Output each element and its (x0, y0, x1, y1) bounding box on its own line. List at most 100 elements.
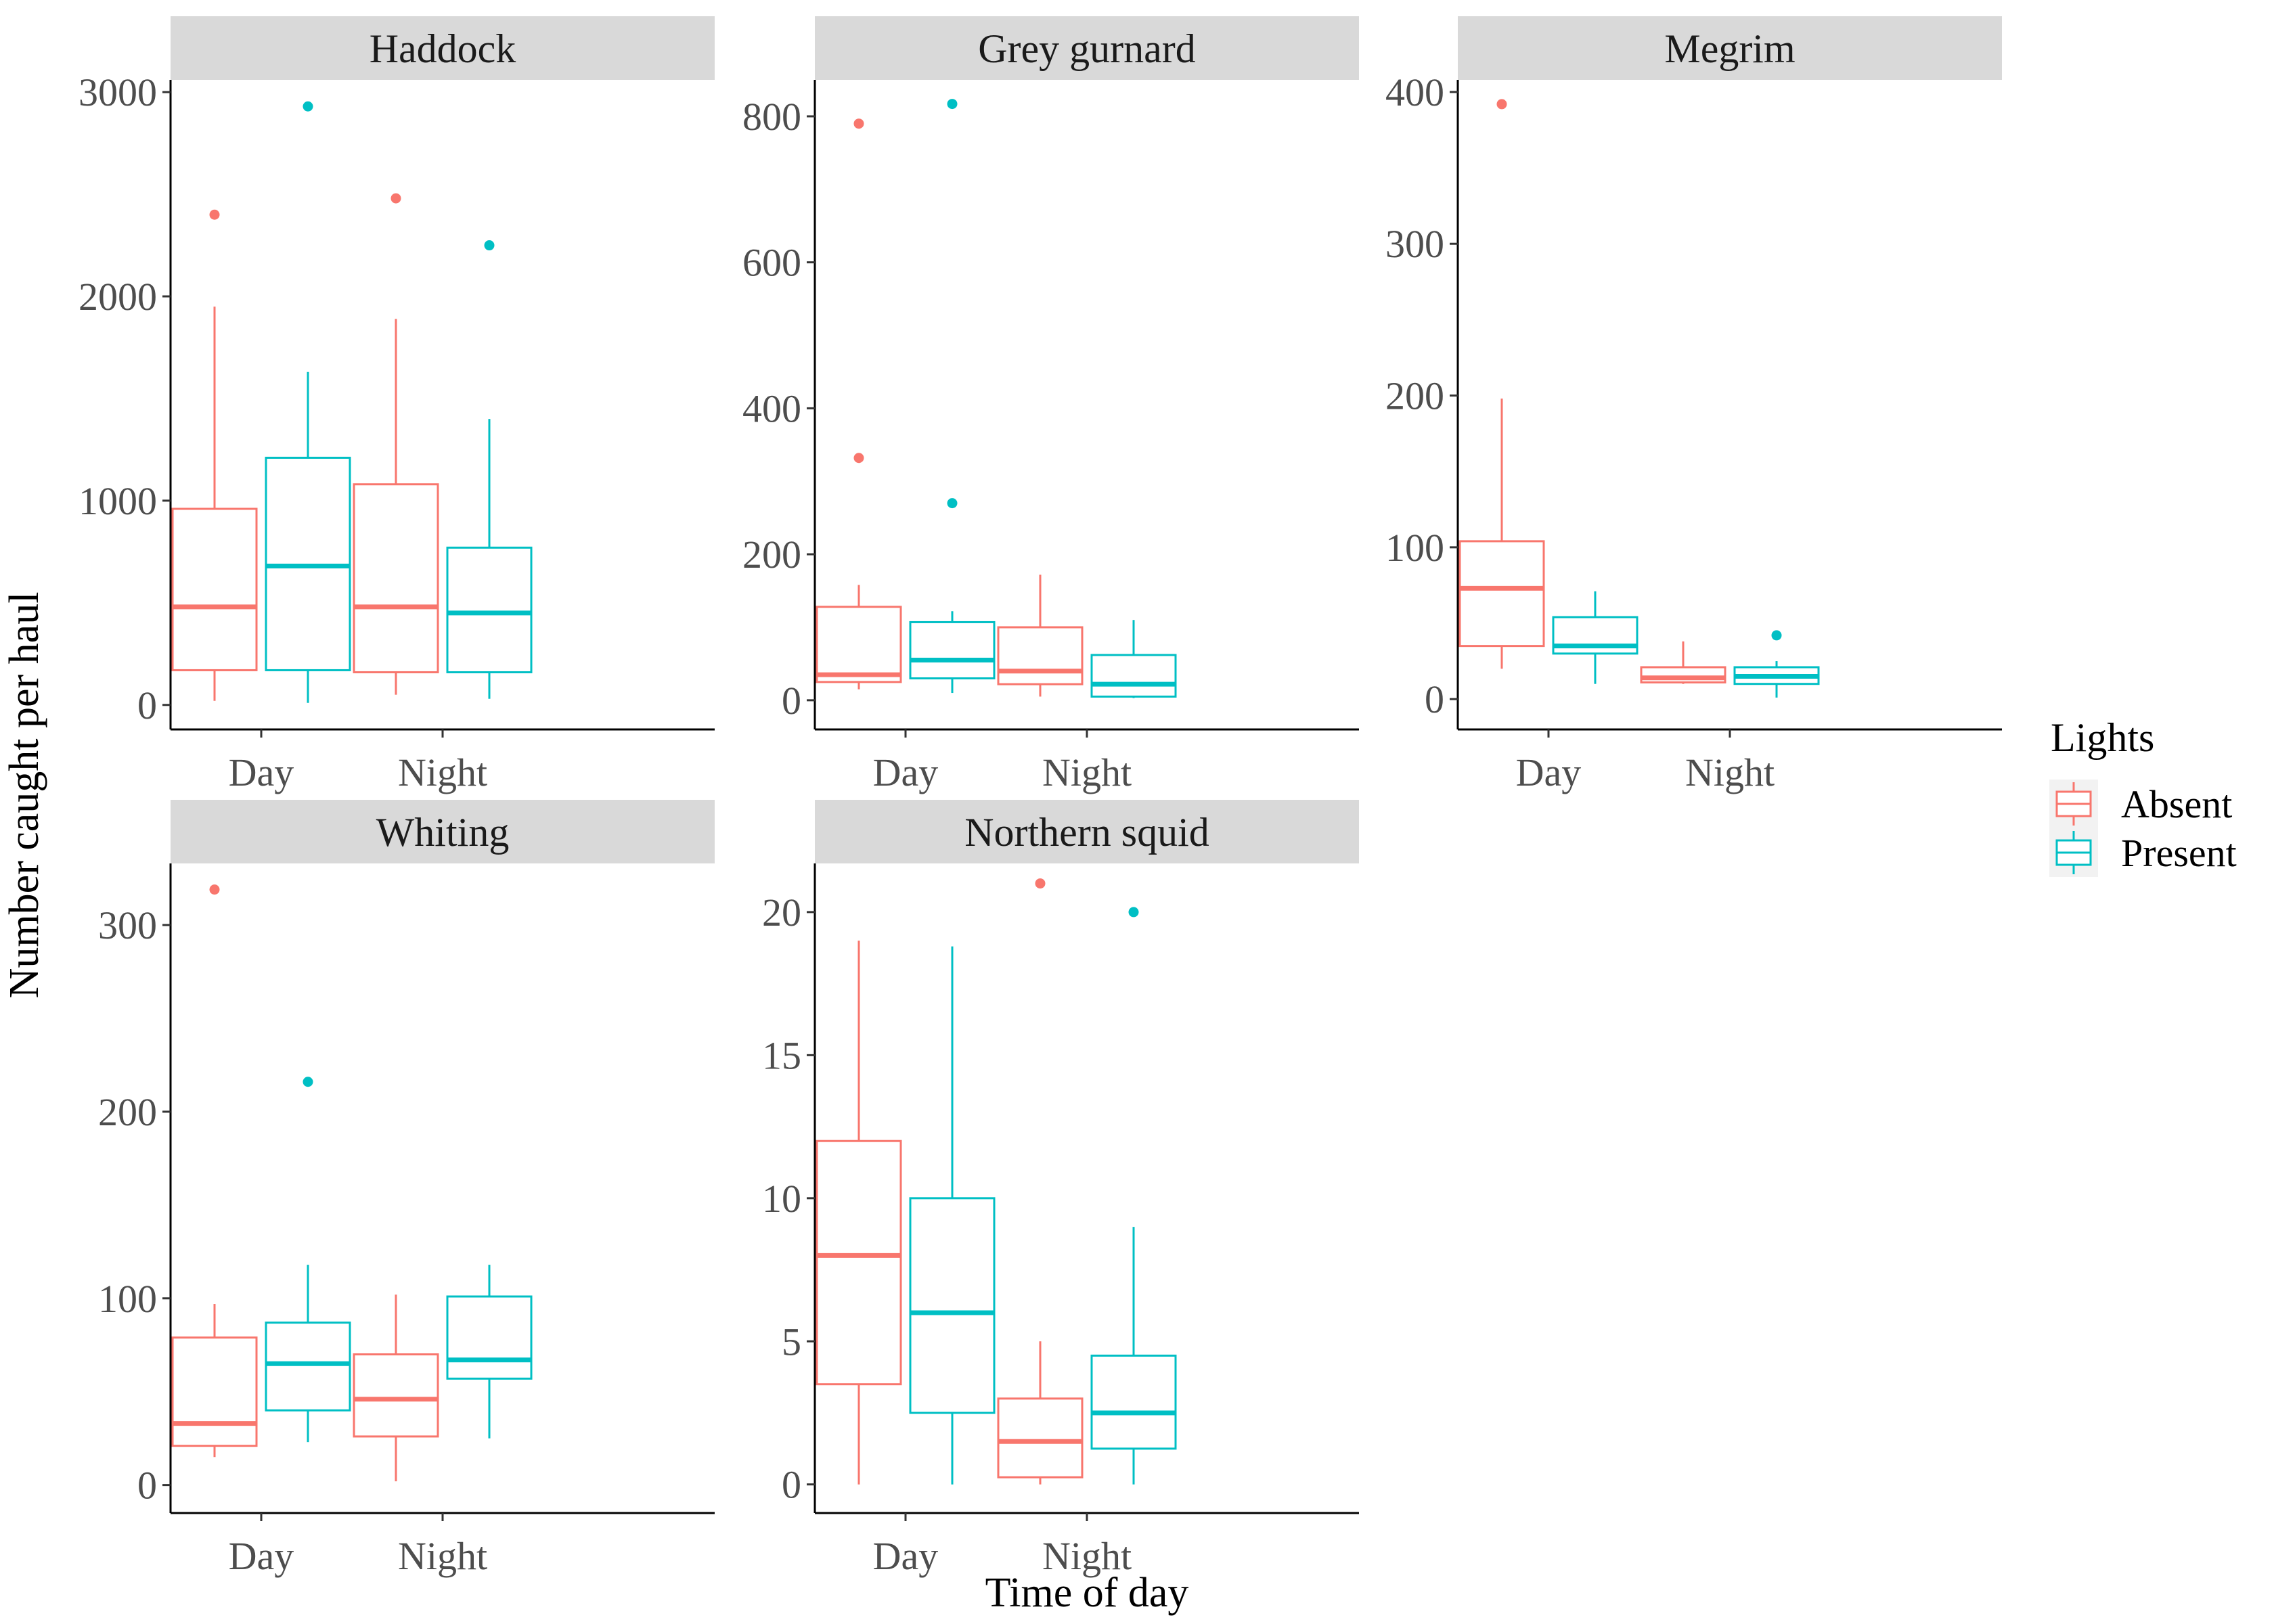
y-tick-label: 5 (782, 1320, 801, 1363)
box-northern-squid-day-present (909, 946, 996, 1485)
y-tick-label: 0 (1425, 677, 1444, 721)
y-tick-label: 2000 (79, 275, 157, 319)
legend: Lights Absent Present (2049, 715, 2237, 877)
x-tick-label: Day (229, 750, 294, 794)
x-tick-label: Day (873, 1534, 939, 1578)
y-tick-label: 400 (1385, 70, 1444, 114)
box-iqr (171, 1336, 258, 1447)
box-whiting-night-absent (353, 1294, 439, 1482)
box-northern-squid-day-absent (816, 941, 902, 1485)
box-megrim-night-absent (1640, 641, 1726, 684)
box-iqr (446, 546, 533, 673)
facet-title-megrim: Megrim (1664, 26, 1795, 71)
outlier-point (1035, 878, 1046, 889)
box-iqr (353, 1353, 439, 1438)
facet-northern-squid: Northern squid 0 5 10 15 20 Day Night (762, 800, 1359, 1578)
x-tick-label: Night (1042, 750, 1132, 794)
facet-whiting: Whiting 0 100 200 300 Day Night (98, 800, 715, 1578)
box-whiting-day-present (265, 1077, 351, 1443)
box-iqr (446, 1295, 533, 1380)
box-iqr (353, 483, 439, 673)
facet-strip-whiting (171, 800, 715, 863)
y-tick-label: 800 (742, 95, 801, 139)
y-tick-label: 200 (1385, 374, 1444, 418)
x-tick-label: Night (1042, 1534, 1132, 1578)
box-northern-squid-night-present (1090, 907, 1177, 1485)
outlier-point (947, 498, 958, 509)
y-tick-label: 0 (782, 1463, 801, 1507)
facet-megrim: Megrim 0 100 200 300 400 Day Night (1385, 16, 2002, 794)
y-tick-label: 3000 (79, 70, 157, 114)
box-megrim-night-present (1733, 630, 1820, 698)
x-tick-label: Day (1516, 750, 1582, 794)
box-iqr (1458, 540, 1545, 648)
outlier-point (303, 101, 313, 112)
y-tick-label: 600 (742, 241, 801, 285)
box-haddock-day-absent (171, 209, 258, 701)
outlier-point (1771, 630, 1782, 641)
box-megrim-day-absent (1458, 99, 1545, 669)
x-tick-label: Night (1685, 750, 1775, 794)
box-haddock-night-present (446, 240, 533, 699)
x-axis-title: Time of day (985, 1570, 1189, 1616)
outlier-point (1128, 907, 1139, 918)
x-tick-label: Day (873, 750, 939, 794)
facet-title-grey-gurnard: Grey gurnard (978, 26, 1196, 71)
facet-strip-grey-gurnard (815, 16, 1359, 80)
x-tick-label: Night (398, 1534, 487, 1578)
box-iqr (816, 606, 902, 683)
y-tick-label: 200 (742, 533, 801, 577)
box-iqr (265, 1322, 351, 1412)
y-tick-label: 0 (137, 1464, 157, 1508)
facet-haddock: Haddock 0 1000 2000 3000 Day Night (79, 16, 715, 794)
x-tick-label: Day (229, 1534, 294, 1578)
y-tick-label: 400 (742, 386, 801, 430)
facet-title-northern-squid: Northern squid (964, 810, 1209, 855)
box-haddock-day-present (265, 101, 351, 703)
y-tick-label: 100 (98, 1277, 157, 1321)
y-tick-label: 300 (1385, 222, 1444, 266)
facet-strip-northern-squid (815, 800, 1359, 863)
outlier-point (853, 118, 864, 129)
box-iqr (997, 626, 1084, 685)
box-grey-gurnard-night-absent (997, 574, 1084, 697)
facet-strip-haddock (171, 16, 715, 80)
facet-title-whiting: Whiting (376, 810, 510, 855)
box-grey-gurnard-night-present (1090, 620, 1177, 698)
legend-key-present (2049, 828, 2098, 877)
facet-grey-gurnard: Grey gurnard 0 200 400 600 800 Day Night (742, 16, 1359, 794)
outlier-point (853, 453, 864, 464)
legend-title: Lights (2051, 715, 2154, 760)
box-whiting-night-present (446, 1265, 533, 1439)
box-grey-gurnard-day-absent (816, 118, 902, 690)
y-axis-title: Number caught per haul (1, 592, 47, 999)
box-iqr (171, 508, 258, 671)
legend-label-present: Present (2121, 831, 2237, 875)
facet-strip-megrim (1458, 16, 2002, 80)
outlier-point (209, 884, 220, 895)
outlier-point (484, 240, 495, 251)
box-iqr (909, 621, 996, 679)
y-tick-label: 15 (762, 1033, 801, 1077)
legend-label-absent: Absent (2121, 782, 2232, 826)
legend-key-absent (2049, 780, 2098, 828)
x-tick-label: Night (398, 750, 487, 794)
y-tick-label: 0 (137, 683, 157, 727)
box-iqr (997, 1397, 1084, 1479)
box-haddock-night-absent (353, 193, 439, 695)
y-tick-label: 300 (98, 903, 157, 947)
outlier-point (209, 209, 220, 220)
y-tick-label: 200 (98, 1090, 157, 1134)
box-grey-gurnard-day-present (909, 99, 996, 694)
outlier-point (1496, 99, 1507, 110)
box-northern-squid-night-absent (997, 878, 1084, 1485)
outlier-point (947, 99, 958, 110)
y-tick-label: 1000 (79, 479, 157, 523)
y-tick-label: 100 (1385, 526, 1444, 570)
facet-title-haddock: Haddock (370, 26, 516, 71)
y-tick-label: 10 (762, 1177, 801, 1221)
box-iqr (816, 1140, 902, 1386)
y-tick-label: 0 (782, 679, 801, 723)
